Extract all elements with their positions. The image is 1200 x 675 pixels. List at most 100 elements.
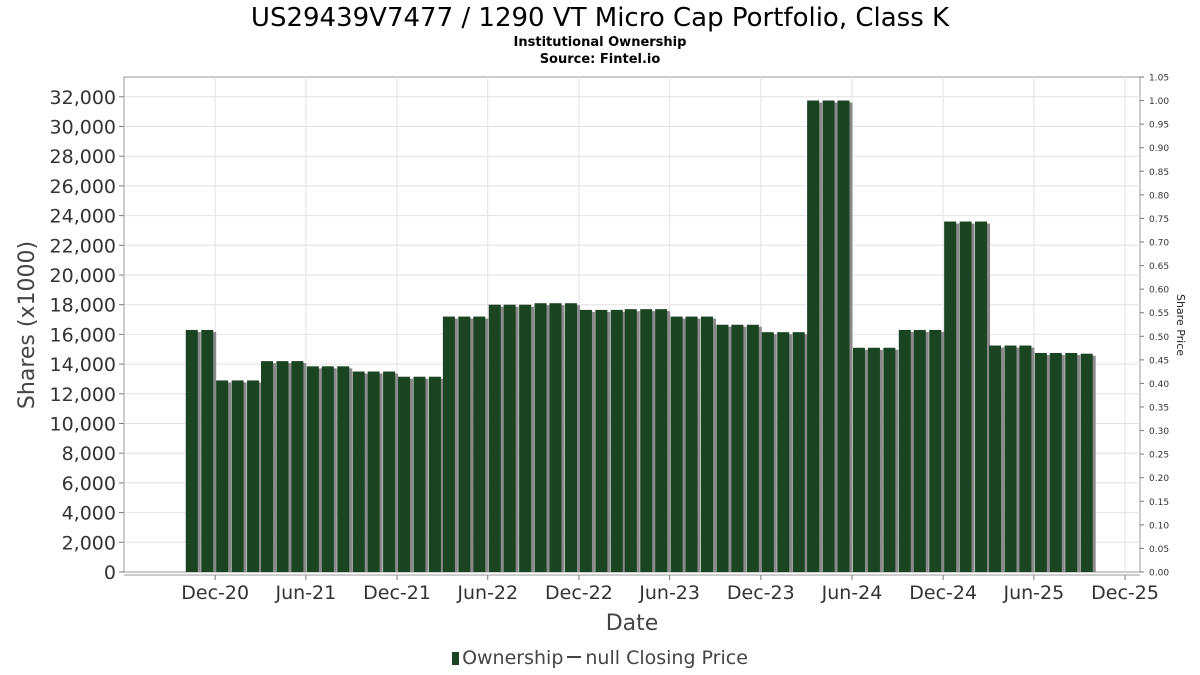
ownership-bar (913, 329, 926, 572)
x-tick-label: Dec-20 (181, 582, 249, 604)
ownership-bar (216, 380, 229, 572)
ownership-bar (1080, 353, 1093, 572)
legend-price-label: null Closing Price (585, 647, 748, 669)
ownership-bar (383, 371, 396, 572)
y2-tick-label: 0.00 (1149, 569, 1169, 579)
chart-subtitle: Institutional Ownership (513, 35, 687, 50)
y-tick-label: 32,000 (50, 87, 116, 109)
x-tick-label: Jun-24 (821, 582, 883, 604)
y-tick-label: 2,000 (62, 532, 116, 554)
y2-tick-label: 0.75 (1149, 215, 1169, 225)
x-tick-label: Jun-21 (275, 582, 337, 604)
ownership-bar (807, 100, 820, 572)
legend-price-line (567, 656, 582, 658)
y-tick-label: 6,000 (62, 473, 116, 495)
x-tick-label: Jun-23 (638, 582, 700, 604)
y2-tick-label: 0.55 (1149, 309, 1169, 319)
ownership-bar (610, 309, 623, 572)
ownership-bar (731, 324, 744, 572)
y-tick-label: 24,000 (50, 206, 116, 228)
y-tick-label: 18,000 (50, 295, 116, 317)
x-tick-label: Dec-22 (545, 582, 613, 604)
ownership-bar (534, 303, 547, 572)
y2-tick-label: 0.20 (1149, 474, 1169, 484)
ownership-bar (1004, 345, 1017, 572)
y2-tick-label: 0.40 (1149, 380, 1169, 390)
y-tick-label: 0 (104, 562, 116, 584)
y-tick-label: 12,000 (50, 384, 116, 406)
x-tick-label: Dec-25 (1091, 582, 1159, 604)
y2-tick-label: 0.30 (1149, 427, 1169, 437)
y2-tick-label: 1.05 (1149, 74, 1169, 84)
legend-ownership-label: Ownership (462, 647, 564, 669)
ownership-bar (201, 329, 214, 572)
y2-tick-label: 0.90 (1149, 144, 1169, 154)
ownership-bar (959, 221, 972, 572)
ownership-bar (988, 345, 1001, 572)
ownership-bar (1065, 352, 1078, 572)
ownership-bars (185, 100, 1096, 572)
ownership-bar (685, 316, 698, 572)
ownership-bar (564, 303, 577, 572)
y-tick-label: 22,000 (50, 235, 116, 257)
ownership-bar (595, 309, 608, 572)
chart-source: Source: Fintel.io (539, 52, 661, 67)
ownership-bar (306, 366, 319, 572)
y2-tick-label: 0.60 (1149, 286, 1169, 296)
ownership-bar (655, 309, 668, 572)
y2-tick-label: 1.00 (1149, 97, 1169, 107)
chart-title: US29439V7477 / 1290 VT Micro Cap Portfol… (250, 3, 950, 33)
y-tick-label: 30,000 (50, 116, 116, 138)
ownership-bar (746, 324, 759, 572)
y2-tick-label: 0.50 (1149, 333, 1169, 343)
ownership-bar (1034, 352, 1047, 572)
ownership-bar (761, 332, 774, 572)
x-tick-label: Dec-21 (363, 582, 431, 604)
ownership-bar (413, 376, 426, 572)
x-tick-label: Dec-23 (727, 582, 795, 604)
ownership-bar (458, 316, 471, 572)
y2-tick-label: 0.35 (1149, 404, 1169, 414)
x-tick-label: Jun-22 (456, 582, 518, 604)
ownership-bar (822, 100, 835, 572)
y2-tick-label: 0.15 (1149, 498, 1169, 508)
ownership-bar (503, 304, 516, 572)
ownership-bar (276, 361, 289, 572)
ownership-bar (1049, 352, 1062, 572)
legend-ownership-swatch (452, 652, 460, 665)
y-tick-label: 14,000 (50, 354, 116, 376)
ownership-bar (352, 371, 365, 572)
ownership-bar (398, 376, 411, 572)
ownership-bar (488, 304, 501, 572)
y-tick-label: 16,000 (50, 324, 116, 346)
y-tick-label: 20,000 (50, 265, 116, 287)
x-axis-label: Date (606, 611, 659, 636)
y2-tick-label: 0.10 (1149, 521, 1169, 531)
ownership-bar (473, 316, 486, 572)
ownership-bar (852, 347, 865, 572)
ownership-bar (337, 366, 350, 572)
ownership-bar (1019, 345, 1032, 572)
ownership-bar (549, 303, 562, 572)
ownership-bar (261, 361, 274, 572)
ownership-bar (640, 309, 653, 572)
ownership-bar (247, 380, 260, 572)
y2-tick-label: 0.70 (1149, 239, 1169, 249)
ownership-bar (624, 309, 637, 572)
ownership-bar (898, 329, 911, 572)
y-axis-label: Shares (x1000) (15, 241, 40, 409)
legend: Ownership null Closing Price (0, 647, 1200, 669)
y-tick-label: 4,000 (62, 503, 116, 525)
ownership-bar (867, 347, 880, 572)
y2-tick-label: 0.85 (1149, 168, 1169, 178)
y-tick-label: 8,000 (62, 443, 116, 465)
ownership-bar (777, 332, 790, 572)
y2-tick-label: 0.45 (1149, 356, 1169, 366)
y-tick-label: 10,000 (50, 413, 116, 435)
axes: 0 2,000 4,000 6,000 8,000 10,000 12,000 14,000 1… (50, 74, 1170, 605)
ownership-bar (716, 324, 729, 572)
ownership-bar (883, 347, 896, 572)
ownership-bar (700, 316, 713, 572)
ownership-bar (519, 304, 532, 572)
